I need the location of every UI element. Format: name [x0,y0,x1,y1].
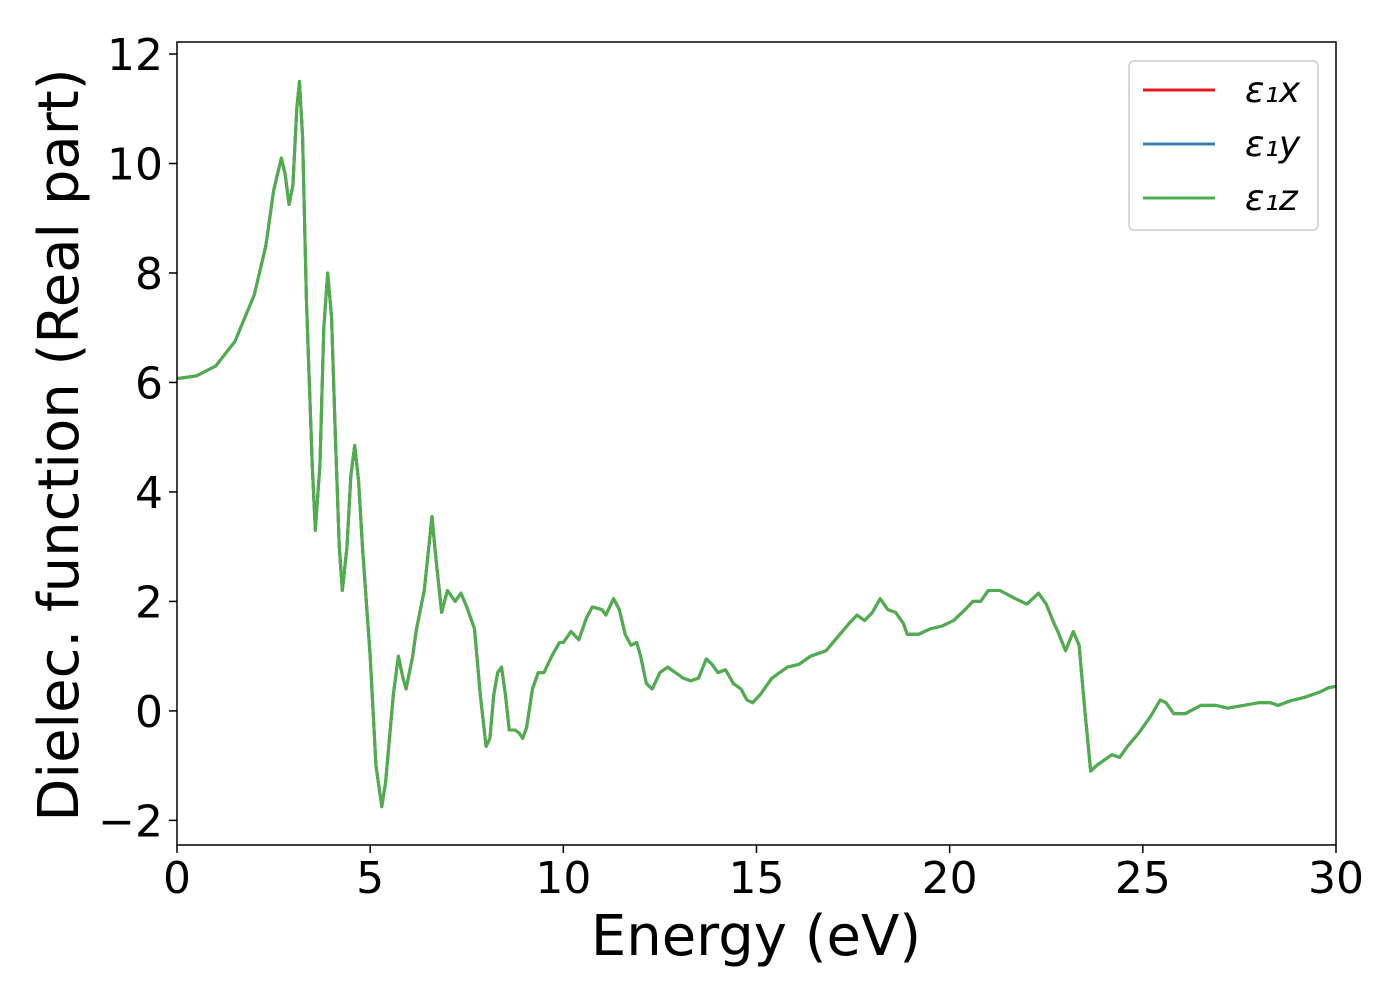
x-axis-label: Energy (eV) [591,904,921,969]
x-tick-label: 25 [1115,853,1171,904]
x-tick-label: 20 [922,853,978,904]
y-tick-label: 6 [135,358,163,409]
y-tick-label: 4 [135,468,163,519]
plot-frame [176,41,1337,846]
x-tick-label: 10 [535,853,591,904]
legend-label: ε₁x [1245,70,1301,111]
y-tick-label: −2 [98,796,163,847]
x-tick-label: 30 [1308,853,1364,904]
data-line [177,79,1336,809]
legend-box [1128,60,1319,231]
y-tick-label: 0 [135,687,163,738]
y-tick-label: 8 [135,249,163,300]
x-tick-label: 5 [356,853,384,904]
legend-label: ε₁y [1245,124,1301,165]
y-tick-label: 2 [135,577,163,628]
legend-label: ε₁z [1245,178,1299,219]
x-tick-label: 0 [163,853,191,904]
y-tick-label: 12 [107,30,163,81]
y-tick-label: 10 [107,140,163,191]
x-tick-label: 15 [729,853,785,904]
y-axis-label: Dielec. function (Real part) [27,68,92,821]
